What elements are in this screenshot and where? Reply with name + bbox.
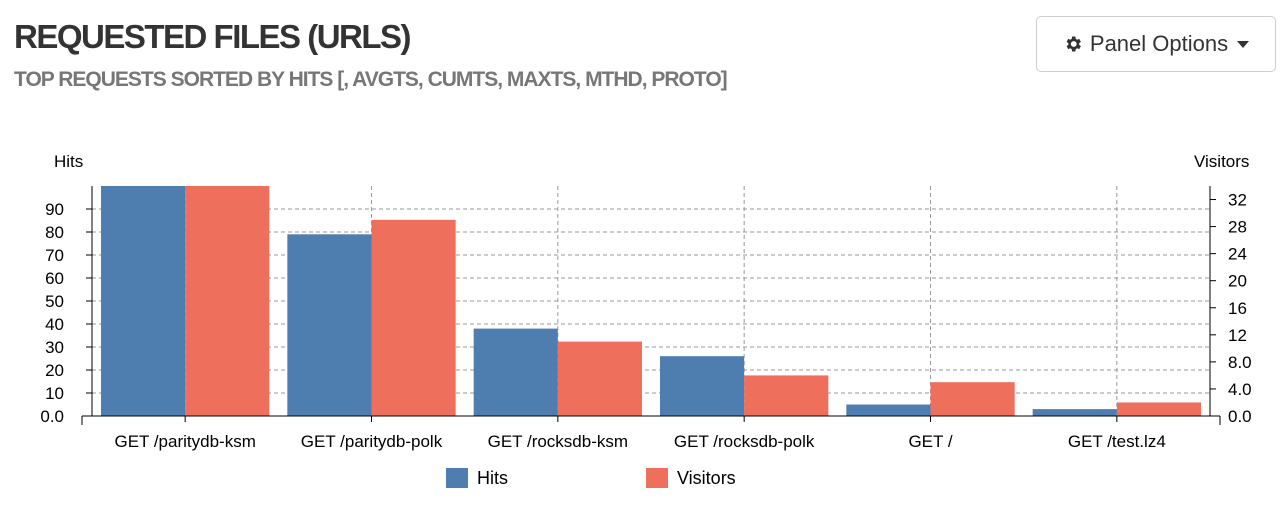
y-axis-left-tick-label: 0.0 <box>40 407 64 426</box>
bar-hits <box>846 404 931 416</box>
legend-swatch-visitors <box>646 468 668 488</box>
legend-label-visitors: Visitors <box>677 468 736 488</box>
y-axis-right-tick-label: 28 <box>1228 218 1247 237</box>
y-axis-left-label: Hits <box>54 152 83 171</box>
legend-swatch-hits <box>446 468 468 488</box>
y-axis-left-tick-label: 50 <box>45 292 64 311</box>
y-axis-right-tick-label: 16 <box>1228 299 1247 318</box>
y-axis-left-tick-label: 40 <box>45 315 64 334</box>
panel-subtitle: TOP REQUESTS SORTED BY HITS [, AVGTS, CU… <box>14 68 728 91</box>
x-axis-tick-label: GET /rocksdb-polk <box>674 432 815 451</box>
y-axis-right-tick-label: 12 <box>1228 326 1247 345</box>
caret-down-icon <box>1237 40 1250 48</box>
y-axis-left-tick-label: 30 <box>45 338 64 357</box>
y-axis-right-tick-label: 4.0 <box>1228 380 1252 399</box>
bar-hits <box>1032 409 1117 416</box>
legend: Hits Visitors <box>446 468 736 488</box>
panel-title: REQUESTED FILES (URLS) <box>14 18 412 55</box>
panel-options-button[interactable]: Panel Options <box>1036 16 1276 72</box>
bar-visitors <box>185 186 270 416</box>
bar-visitors <box>557 341 642 416</box>
y-axis-right-tick-label: 8.0 <box>1228 353 1252 372</box>
bar-visitors <box>1116 402 1201 416</box>
y-axis-left-tick-label: 20 <box>45 361 64 380</box>
bar-hits <box>660 356 745 416</box>
y-axis-left-tick-label: 90 <box>45 200 64 219</box>
x-axis-tick-label: GET /test.lz4 <box>1068 432 1166 451</box>
bar-visitors <box>744 375 829 416</box>
axes: 0.0 10 20 30 40 50 60 70 80 90 0.0 4.0 8.0 12 16 20 24 28… <box>40 186 1252 451</box>
y-axis-left-tick-label: 10 <box>45 384 64 403</box>
x-axis-tick-label: GET /paritydb-polk <box>301 432 443 451</box>
legend-label-hits: Hits <box>477 468 508 488</box>
bars <box>101 186 1201 416</box>
y-axis-right-tick-label: 20 <box>1228 272 1247 291</box>
bar-hits <box>287 234 372 416</box>
y-axis-right-tick-label: 24 <box>1228 245 1247 264</box>
y-axis-left-tick-label: 60 <box>45 269 64 288</box>
bar-hits <box>101 186 186 416</box>
x-axis-tick-label: GET /rocksdb-ksm <box>488 432 628 451</box>
bar-hits <box>473 328 558 416</box>
bar-visitors <box>371 219 456 416</box>
y-axis-right-tick-label: 32 <box>1228 191 1247 210</box>
y-axis-left-tick-label: 70 <box>45 246 64 265</box>
y-axis-right-label: Visitors <box>1194 152 1249 171</box>
x-axis-tick-label: GET /paritydb-ksm <box>114 432 255 451</box>
gear-icon <box>1066 36 1081 52</box>
y-axis-left-tick-label: 80 <box>45 223 64 242</box>
panel-options-label: Panel Options <box>1089 31 1229 56</box>
bar-visitors <box>930 382 1015 416</box>
x-axis-tick-label: GET / <box>908 432 952 451</box>
y-axis-right-tick-label: 0.0 <box>1228 407 1252 426</box>
